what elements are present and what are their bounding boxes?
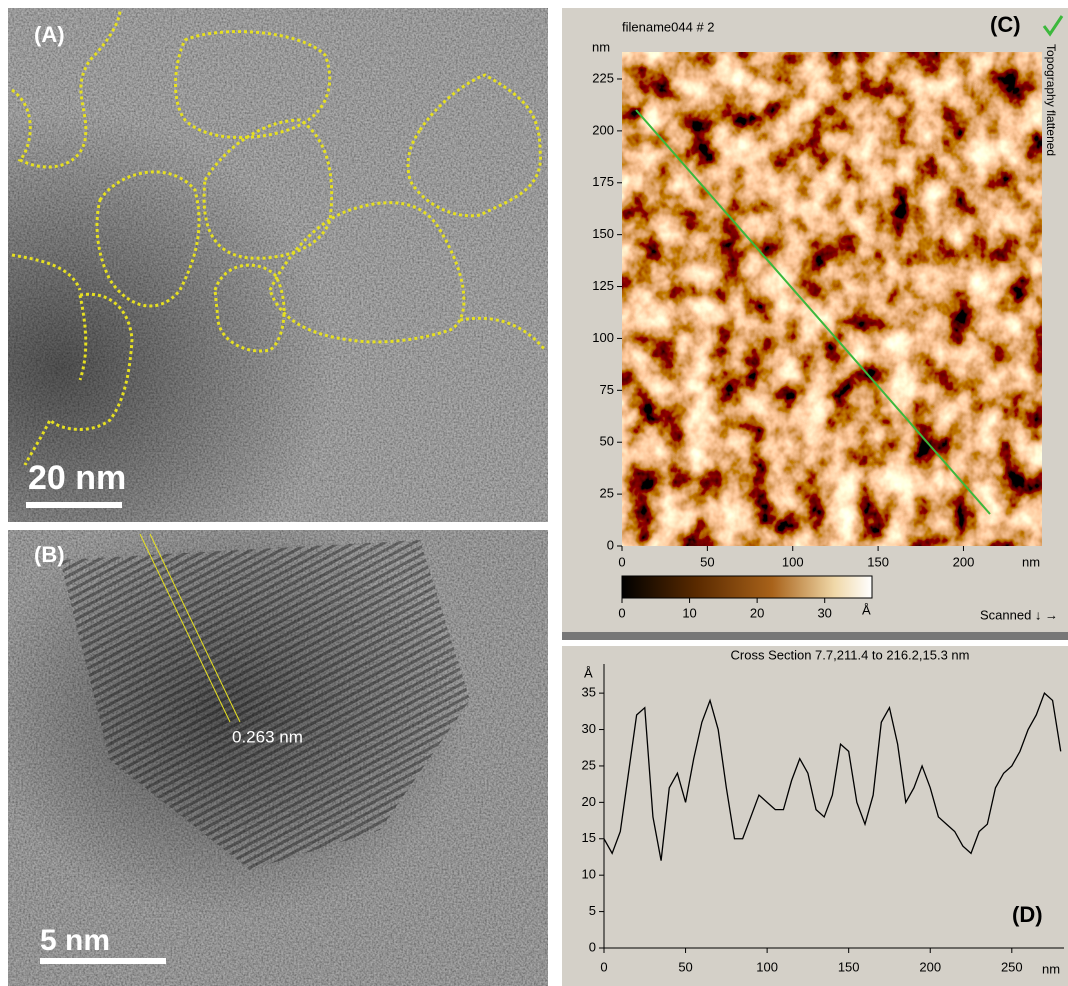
panel-c: filename044 # 2 (C) Topography flattened…	[562, 8, 1068, 640]
panel-label: (C)	[990, 12, 1021, 37]
colorbar-tick-label: 10	[682, 605, 696, 620]
afm-image	[622, 52, 1042, 546]
x-tick-label: 0	[618, 554, 625, 569]
fringe-marker	[139, 533, 231, 723]
y-tick-label: 30	[582, 721, 596, 736]
filename: filename044 # 2	[622, 19, 715, 34]
y-tick-label: 25	[582, 757, 596, 772]
colorbar-unit: Å	[862, 602, 871, 617]
check-icon	[1042, 15, 1064, 37]
y-tick-label: 75	[600, 382, 614, 397]
x-tick-label: 100	[756, 959, 778, 974]
x-tick-label: 200	[919, 959, 941, 974]
x-unit: nm	[1022, 554, 1040, 569]
side-label: Topography flattened	[1044, 44, 1058, 156]
panel-label: (B)	[34, 542, 65, 567]
y-tick-label: 5	[589, 903, 596, 918]
x-tick-label: 250	[1001, 959, 1023, 974]
status: Scanned ↓ →	[980, 607, 1058, 622]
y-tick-label: 50	[600, 434, 614, 449]
panel-label: (A)	[34, 22, 65, 47]
panel-d: Cross Section 7.7,211.4 to 216.2,15.3 nm…	[562, 646, 1068, 986]
x-tick-label: 0	[600, 959, 607, 974]
y-tick-label: 35	[582, 685, 596, 700]
y-tick-label: 0	[607, 537, 614, 552]
colorbar-tick-label: 30	[817, 605, 831, 620]
particle-outline	[406, 73, 542, 218]
particle-outline	[11, 253, 82, 291]
particle-outline	[459, 316, 547, 351]
y-tick-label: 15	[582, 830, 596, 845]
panel-label: (D)	[1012, 902, 1043, 927]
x-tick-label: 150	[867, 554, 889, 569]
panel-a: (A) 20 nm	[8, 8, 548, 522]
y-tick-label: 150	[592, 226, 614, 241]
d-spacing: 0.263 nm	[232, 727, 303, 746]
y-tick-label: 175	[592, 174, 614, 189]
x-tick-label: 50	[678, 959, 692, 974]
fringe-marker	[149, 533, 241, 723]
scale-bar	[26, 502, 122, 508]
y-unit: nm	[592, 39, 610, 54]
colorbar	[621, 575, 873, 599]
x-tick-label: 200	[953, 554, 975, 569]
y-unit: Å	[584, 665, 593, 680]
scale-bar-label: 5 nm	[40, 924, 110, 957]
y-tick-label: 10	[582, 867, 596, 882]
particle-outline	[11, 9, 122, 169]
scale-bar	[40, 958, 166, 964]
separator	[562, 632, 1068, 640]
chart-title: Cross Section 7.7,211.4 to 216.2,15.3 nm	[731, 647, 970, 662]
y-tick-label: 20	[582, 794, 596, 809]
tem-shade	[8, 8, 548, 522]
colorbar-tick-label: 0	[618, 605, 625, 620]
profile-line	[603, 692, 1062, 861]
particle-outline	[202, 118, 334, 260]
panel-b: 0.263 nm (B) 5 nm	[8, 530, 548, 986]
x-tick-label: 150	[838, 959, 860, 974]
y-tick-label: 200	[592, 122, 614, 137]
y-tick-label: 0	[589, 939, 596, 954]
particle-outline	[268, 201, 466, 344]
section-line	[635, 109, 991, 515]
y-tick-label: 25	[600, 486, 614, 501]
colorbar-tick-label: 20	[750, 605, 764, 620]
particle-outline	[213, 263, 286, 353]
y-tick-label: 225	[592, 70, 614, 85]
x-unit: nm	[1042, 961, 1060, 976]
particle-outline	[174, 30, 332, 139]
y-tick-label: 100	[592, 330, 614, 345]
particle-outline	[95, 170, 201, 308]
x-tick-label: 100	[782, 554, 804, 569]
particle-outline	[23, 292, 134, 466]
y-tick-label: 125	[592, 278, 614, 293]
scale-bar-label: 20 nm	[28, 459, 126, 497]
x-tick-label: 50	[700, 554, 714, 569]
panel-background	[562, 646, 1068, 986]
